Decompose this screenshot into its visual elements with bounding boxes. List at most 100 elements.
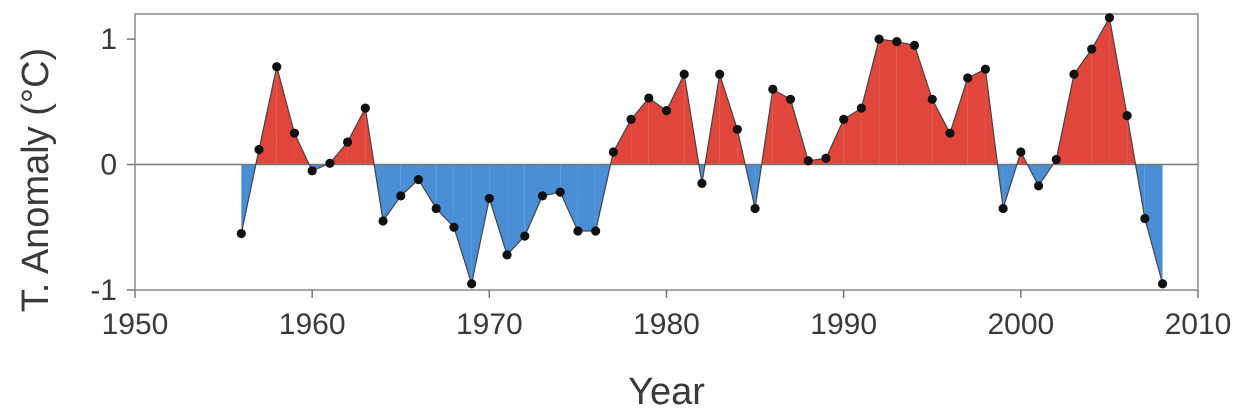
negative-anomaly-area [1144,164,1163,284]
negative-anomaly-area [524,164,543,237]
data-point [874,34,884,44]
data-point [396,191,406,201]
data-point [1122,111,1132,121]
data-point [892,37,902,47]
negative-anomaly-area [453,164,472,284]
negative-anomaly-area [400,164,419,196]
data-point [963,73,973,83]
data-point [236,228,246,239]
x-axis-label: Year [628,371,705,413]
positive-anomaly-area [347,108,366,165]
positive-anomaly-area [259,66,277,165]
data-point [1033,181,1044,191]
data-point [661,106,672,116]
positive-anomaly-area [967,69,986,165]
data-point [254,144,264,155]
data-point [360,103,370,113]
data-point [537,191,548,201]
x-tick-label: 2010 [1165,308,1232,341]
positive-anomaly-area [825,119,844,165]
positive-anomaly-area [666,74,685,165]
data-point [502,250,512,260]
data-point [1087,44,1097,54]
data-point [768,84,778,94]
positive-anomaly-area [914,45,933,165]
data-point [945,128,955,138]
positive-anomaly-area [1073,49,1092,165]
y-axis-ticks: -1 0 1 [90,23,135,307]
data-point [608,147,618,157]
data-point [289,128,300,138]
data-point [449,222,459,232]
negative-anomaly-area [560,164,578,232]
x-axis-ticks: 1950 1960 1970 1980 1990 2000 2010 [102,290,1232,341]
data-point [1104,13,1115,23]
y-tick-label: -1 [90,274,117,307]
data-point [732,124,742,135]
positive-anomaly-area [879,39,897,165]
data-point [909,40,920,50]
data-point [927,94,937,104]
data-point [1069,69,1079,79]
negative-anomaly-area [418,164,437,209]
data-point [307,166,317,176]
x-tick-label: 1970 [456,308,523,341]
data-point [750,203,760,214]
positive-anomaly-area [613,119,632,165]
data-point [856,103,866,113]
negative-anomaly-area [383,164,401,221]
data-point [467,279,477,289]
x-tick-label: 1960 [279,308,346,341]
positive-anomaly-area [949,77,968,165]
data-point [697,178,707,188]
negative-anomaly-area [542,164,561,196]
positive-anomaly-area [276,66,295,165]
data-point [431,203,441,214]
data-point [272,62,282,72]
x-tick-label: 1950 [102,308,169,341]
data-point [573,226,583,236]
positive-anomaly-area [1091,17,1110,165]
data-point [1051,154,1061,165]
data-point [803,156,813,166]
data-point [980,64,991,74]
x-tick-label: 2000 [987,308,1054,341]
data-point [520,231,530,241]
data-point [998,203,1008,214]
data-point [821,153,831,163]
y-tick-label: 1 [100,23,117,56]
data-point [626,114,636,124]
negative-anomaly-area [436,164,454,228]
data-point [591,226,601,236]
data-point [1016,147,1026,157]
data-point [839,114,849,124]
data-point [555,187,565,197]
data-point [378,216,388,226]
positive-anomaly-area [772,89,791,165]
negative-anomaly-area [577,164,596,232]
positive-anomaly-area [808,158,826,165]
positive-anomaly-area [648,98,667,165]
x-tick-label: 1980 [633,308,700,341]
data-point [679,69,689,79]
data-point [644,93,654,103]
data-point [343,137,353,147]
data-point [413,175,424,185]
y-axis-label: T. Anomaly (°C) [15,48,57,312]
data-point [325,158,335,168]
positive-anomaly-area [1109,17,1128,165]
data-point [785,94,796,104]
negative-anomaly-area [489,164,508,255]
data-points [236,13,1168,289]
positive-anomaly-area [861,39,880,165]
x-tick-label: 1990 [810,308,877,341]
positive-anomaly-area [843,108,862,165]
positive-anomaly-area [932,99,950,165]
positive-anomaly-area [719,74,738,165]
data-point [715,69,725,79]
y-tick-label: 0 [100,149,117,182]
data-point [1157,279,1168,289]
data-point [484,193,494,204]
